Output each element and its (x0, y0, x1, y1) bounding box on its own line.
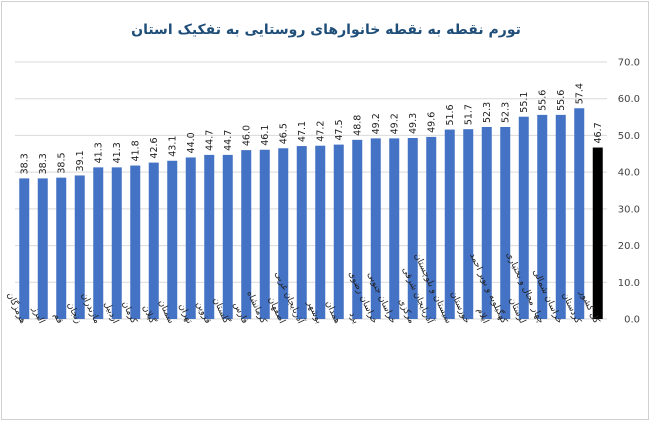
bar (592, 147, 603, 319)
value-label: 57.4 (575, 83, 586, 104)
value-label: 47.5 (334, 119, 345, 140)
bar (537, 114, 548, 320)
bar (444, 129, 455, 319)
value-label: 55.1 (519, 92, 530, 113)
bar (296, 146, 307, 319)
value-label: 47.2 (316, 121, 327, 142)
y-tick-label: 30.0 (618, 204, 640, 215)
value-label: 41.3 (94, 142, 105, 163)
y-tick-label: 70.0 (618, 58, 640, 69)
y-tick-label: 50.0 (618, 131, 640, 142)
value-label: 51.7 (464, 104, 475, 125)
bar (185, 157, 196, 319)
bar (574, 108, 585, 319)
y-tick-label: 10.0 (618, 278, 640, 289)
bar (167, 160, 178, 319)
value-labels: 38.3 38.3 38.5 39.1 41.3 41.3 41.8 42.6 43.1 44.0… (20, 83, 605, 174)
bar (407, 137, 418, 319)
value-label: 46.5 (279, 123, 290, 144)
bar (389, 138, 400, 319)
bar (130, 165, 141, 319)
y-axis: 0.0 10.0 20.0 30.0 40.0 50.0 60.0 70.0 (618, 58, 640, 326)
bar (481, 126, 492, 319)
bar (333, 144, 344, 319)
value-label: 46.7 (593, 122, 604, 143)
bar (370, 138, 381, 319)
value-label: 49.3 (408, 113, 419, 134)
category-label: قم (51, 312, 64, 326)
value-label: 39.1 (75, 150, 86, 171)
bar (222, 154, 233, 319)
bar (463, 129, 474, 319)
value-label: 55.6 (538, 90, 549, 111)
value-label: 47.1 (297, 121, 308, 142)
value-label: 38.5 (57, 152, 68, 173)
value-label: 41.3 (112, 142, 123, 163)
bar (278, 148, 289, 319)
value-label: 44.7 (205, 130, 216, 151)
value-label: 49.2 (390, 113, 401, 134)
bar (56, 177, 67, 319)
bar (555, 114, 566, 320)
bar (241, 150, 252, 319)
value-label: 48.8 (353, 115, 364, 136)
value-label: 38.3 (38, 153, 49, 174)
bar (352, 139, 363, 319)
value-label: 38.3 (20, 153, 31, 174)
bar (315, 145, 326, 319)
y-tick-label: 20.0 (618, 241, 640, 252)
bar (19, 178, 30, 319)
value-label: 49.6 (427, 112, 438, 133)
y-tick-label: 0.0 (624, 315, 640, 326)
bars (19, 108, 603, 320)
value-label: 44.0 (186, 132, 197, 153)
value-label: 51.6 (445, 104, 456, 125)
value-label: 46.0 (242, 125, 253, 146)
bar (37, 178, 48, 319)
value-label: 43.1 (168, 136, 179, 157)
value-label: 55.6 (556, 90, 567, 111)
bar (74, 175, 85, 319)
value-label: 44.7 (223, 130, 234, 151)
bar (93, 167, 104, 319)
value-label: 41.8 (131, 140, 142, 161)
y-tick-label: 60.0 (618, 94, 640, 105)
bar (259, 149, 270, 319)
value-label: 49.2 (371, 113, 382, 134)
value-label: 52.3 (482, 102, 493, 123)
y-tick-label: 40.0 (618, 168, 640, 179)
bar (500, 126, 511, 319)
bar (204, 154, 215, 319)
value-label: 46.1 (260, 125, 271, 146)
bar (426, 136, 437, 319)
bar (148, 162, 159, 319)
value-label: 52.3 (501, 102, 512, 123)
bar (518, 116, 529, 319)
category-label: یزد (347, 311, 361, 326)
chart-title: تورم نقطه به نقطه خانوارهای روستایی به ت… (131, 22, 521, 38)
value-label: 42.6 (149, 137, 160, 158)
bar (111, 167, 122, 319)
